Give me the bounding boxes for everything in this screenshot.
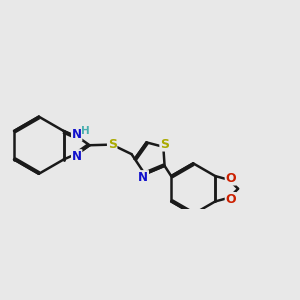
Text: N: N bbox=[72, 128, 82, 141]
Text: H: H bbox=[80, 126, 89, 136]
Text: N: N bbox=[138, 171, 148, 184]
Text: O: O bbox=[225, 193, 236, 206]
Text: S: S bbox=[108, 138, 117, 151]
Text: O: O bbox=[225, 172, 236, 185]
Text: S: S bbox=[160, 138, 169, 151]
Text: N: N bbox=[72, 150, 82, 163]
